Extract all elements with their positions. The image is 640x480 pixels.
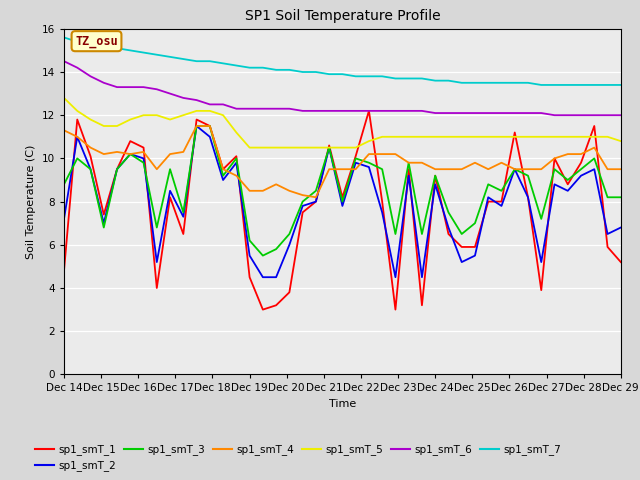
Legend: sp1_smT_1, sp1_smT_2, sp1_smT_3, sp1_smT_4, sp1_smT_5, sp1_smT_6, sp1_smT_7: sp1_smT_1, sp1_smT_2, sp1_smT_3, sp1_smT… bbox=[31, 440, 565, 476]
Y-axis label: Soil Temperature (C): Soil Temperature (C) bbox=[26, 144, 36, 259]
Title: SP1 Soil Temperature Profile: SP1 Soil Temperature Profile bbox=[244, 10, 440, 24]
X-axis label: Time: Time bbox=[329, 399, 356, 409]
Text: TZ_osu: TZ_osu bbox=[75, 35, 118, 48]
